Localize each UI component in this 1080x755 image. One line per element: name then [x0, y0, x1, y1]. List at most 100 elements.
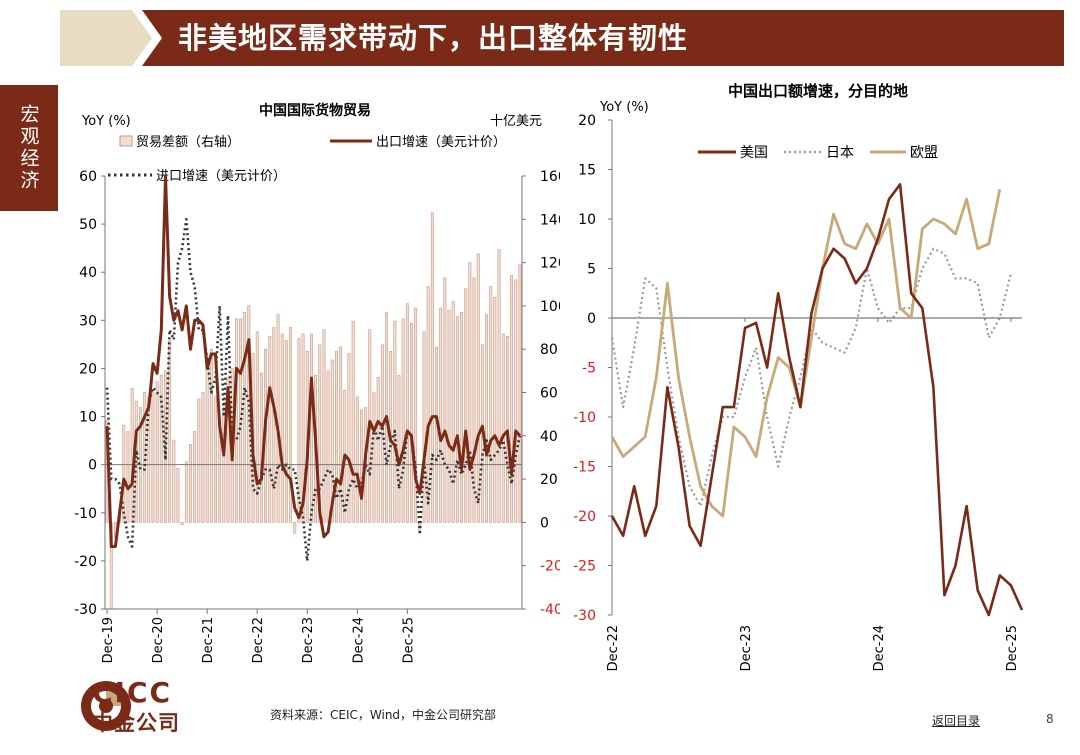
chart1-xtick-label: Dec-23 — [301, 617, 316, 663]
chart1-bar-balance — [214, 396, 217, 523]
chart2-xtick-label: Dec-25 — [1005, 625, 1020, 671]
chart1-bar-balance — [330, 359, 334, 523]
chart1-bar-balance — [485, 314, 488, 523]
chart1-bar-balance — [234, 318, 238, 523]
chart1-bar-balance — [468, 262, 472, 523]
chart1-bar-balance — [493, 296, 497, 523]
title-band — [60, 10, 1064, 66]
chart1-bar-balance — [272, 327, 276, 523]
chart1-bar-balance — [243, 312, 247, 523]
chart1-bar-balance — [426, 286, 430, 523]
chart1-bar-balance — [435, 346, 438, 523]
chart1-ytick-left-label: 40 — [79, 265, 97, 281]
page-title: 非美地区需求带动下，出口整体有韧性 — [178, 21, 689, 55]
chart1-bar-balance — [347, 353, 351, 523]
chart1-ytick-right-label: 80 — [540, 342, 558, 358]
logo-text-en: CICC — [92, 676, 173, 709]
chart2-legend-jp: 日本 — [826, 145, 854, 161]
chart1-legend-balance: 贸易差额（右轴） — [136, 135, 240, 150]
chart1-bar-balance — [172, 439, 176, 523]
logo-text-cn: 中金公司 — [92, 711, 180, 735]
sidebar-tab: 宏观经济 — [0, 85, 58, 211]
chart1-bar-balance — [293, 522, 297, 534]
chart1-bar-balance — [122, 424, 126, 523]
chart1-bar-balance — [393, 320, 397, 523]
chart2-ytick-label: 15 — [578, 163, 596, 179]
chart1-bar-balance — [247, 305, 251, 523]
chart1-bar-balance — [455, 316, 459, 523]
chart1-bar-balance — [209, 348, 213, 523]
chart1-bar-balance — [322, 329, 326, 523]
chart1-ytick-right-label: 0 — [540, 515, 549, 531]
chart1-ytick-right-label: 100 — [540, 299, 560, 315]
sidebar-label: 宏观经济 — [17, 104, 40, 192]
chart1-ytick-left-label: -10 — [74, 506, 97, 522]
logo-mark — [81, 681, 131, 731]
chart2-legend-eu: 欧盟 — [910, 145, 938, 161]
chart1-bar-balance — [518, 264, 522, 523]
chart1-bar-balance — [180, 522, 184, 525]
chart1-ytick-left-label: 20 — [79, 361, 97, 377]
chart1-bar-balance — [460, 312, 463, 523]
chart1-bar-balance — [497, 249, 501, 523]
chart1-bar-balance — [401, 318, 405, 523]
chart1-bar-balance — [193, 431, 197, 523]
chart1-bar-balance — [318, 344, 322, 523]
chart1-ytick-left-label: 10 — [79, 410, 97, 426]
chart1-bar-balance — [339, 346, 343, 523]
chart1-ytick-right-label: -20 — [540, 559, 560, 575]
chart1-ytick-left-label: 30 — [79, 313, 97, 329]
chart1-bar-balance — [268, 335, 272, 523]
chart1-ytick-left-label: -30 — [74, 602, 97, 618]
chart1-bar-balance — [443, 277, 447, 523]
chart1-xtick-label: Dec-25 — [401, 617, 416, 663]
chart1-bar-balance — [239, 318, 242, 523]
chart1-line-import — [105, 218, 522, 563]
chart2-xtick-label: Dec-24 — [872, 625, 887, 671]
chart1-bar-balance — [280, 333, 284, 523]
chart2-line-eu — [610, 189, 1002, 518]
chart1-bar-balance — [143, 392, 147, 523]
chart1-title: 中国国际货物贸易 — [259, 102, 371, 119]
chart1-bar-balance — [489, 286, 493, 523]
chart1-ytick-left-label: 0 — [88, 458, 97, 474]
chart1-bar-balance — [334, 351, 338, 523]
chart1-legend-export: 出口增速（美元计价） — [376, 135, 506, 150]
chart2-ytick-label: -10 — [573, 410, 596, 426]
back-to-contents-link[interactable]: 返回目录 — [932, 714, 981, 728]
chart2-ytick-label: 5 — [587, 262, 596, 278]
chart1-bar-balance — [514, 279, 518, 523]
chart1-ytick-right-label: -40 — [540, 602, 560, 618]
chart2-line-jp — [610, 247, 1012, 508]
chart1-bar-balance — [297, 338, 301, 523]
title-band-dark — [142, 10, 1064, 66]
chart2-ytick-label: -20 — [573, 509, 596, 525]
chart2-line-us — [610, 183, 1024, 617]
chart1-bar-balance — [397, 374, 401, 523]
chart1-bar-balance — [430, 212, 434, 523]
chart1-bar-balance — [159, 374, 163, 523]
chart1-xtick-label: Dec-24 — [351, 617, 366, 663]
chart1-bar-balance — [155, 381, 159, 523]
chart1-ytick-left-label: 50 — [79, 217, 97, 233]
chart1-xtick-label: Dec-21 — [201, 617, 216, 663]
chart1-ylabel-left: YoY (%) — [81, 114, 131, 129]
chart2-ytick-label: 0 — [587, 311, 596, 327]
chart1-line-export — [105, 174, 522, 548]
chart2-title: 中国出口额增速，分目的地 — [728, 82, 908, 100]
chart1-ytick-left-label: -20 — [74, 554, 97, 570]
chart1-bar-balance — [414, 307, 418, 523]
chart2-xtick-label: Dec-22 — [606, 625, 621, 671]
chart1-xtick-label: Dec-20 — [151, 617, 166, 663]
chart2-ytick-label: 20 — [578, 113, 596, 129]
chart2-legend-us: 美国 — [740, 145, 768, 161]
chart1-bar-balance — [189, 444, 192, 523]
chart1-bar-balance — [326, 370, 330, 523]
chart1-bar-balance — [168, 340, 172, 523]
chart2-ytick-label: -25 — [573, 559, 596, 575]
chart1-ytick-right-label: 20 — [540, 472, 558, 488]
chart1-bar-balance — [184, 461, 188, 523]
chart1-legend-import: 进口增速（美元计价） — [156, 169, 286, 184]
chart-destination: 中国出口额增速，分目的地 YoY (%) 美国 日本 欧盟 20 15 10 5 0 -5 -10 -1… — [573, 82, 1024, 671]
